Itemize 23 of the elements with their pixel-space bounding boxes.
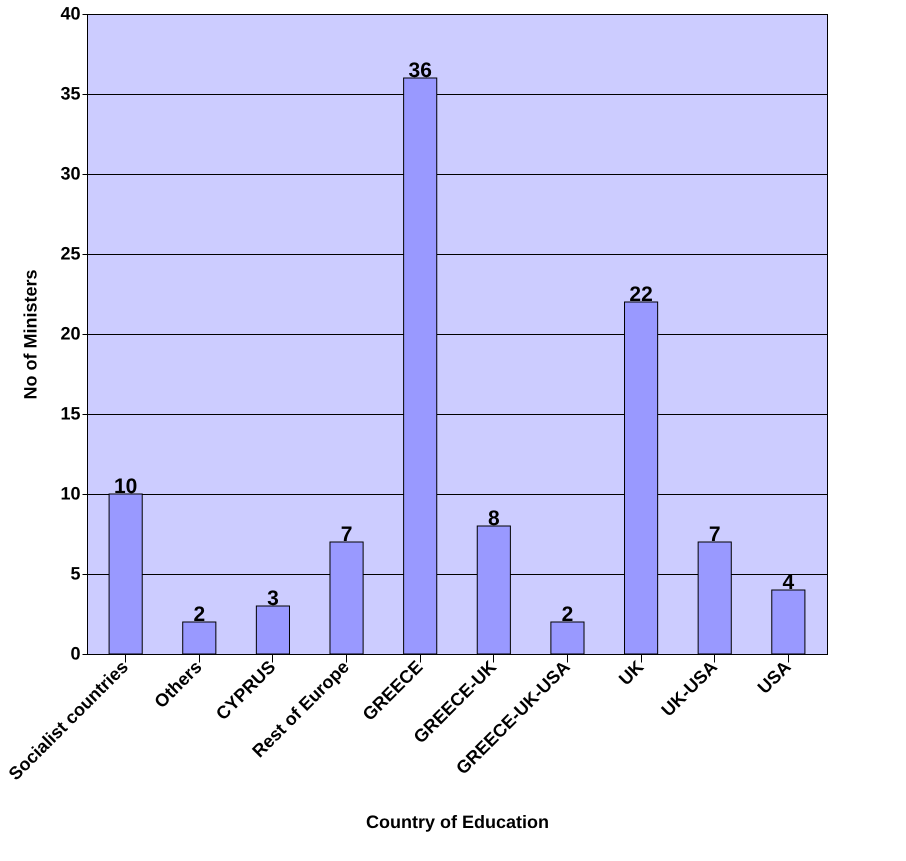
data-label: 7 [340,523,352,546]
y-tick-label: 10 [60,484,80,504]
x-axis-title: Country of Education [366,812,549,832]
x-tick-label: USA [754,656,795,698]
data-label: 8 [488,507,500,530]
data-label: 22 [629,283,653,306]
y-axis-title: No of Ministers [20,269,40,400]
data-label: 4 [782,571,794,594]
data-label: 10 [114,475,138,498]
y-tick-label: 25 [60,244,80,264]
y-tick-label: 0 [70,644,80,664]
data-label: 2 [193,603,206,626]
data-label: 3 [267,587,279,610]
data-label: 36 [408,59,432,82]
y-tick-label: 15 [60,404,80,424]
y-tick-label: 40 [60,4,80,24]
x-tick-label: UK [614,656,648,690]
y-tick-label: 30 [60,164,80,184]
data-label: 7 [708,523,721,546]
data-label: 2 [562,603,574,626]
y-tick-label: 5 [70,564,80,584]
y-tick-label: 20 [60,324,80,344]
y-tick-label: 35 [60,84,80,104]
